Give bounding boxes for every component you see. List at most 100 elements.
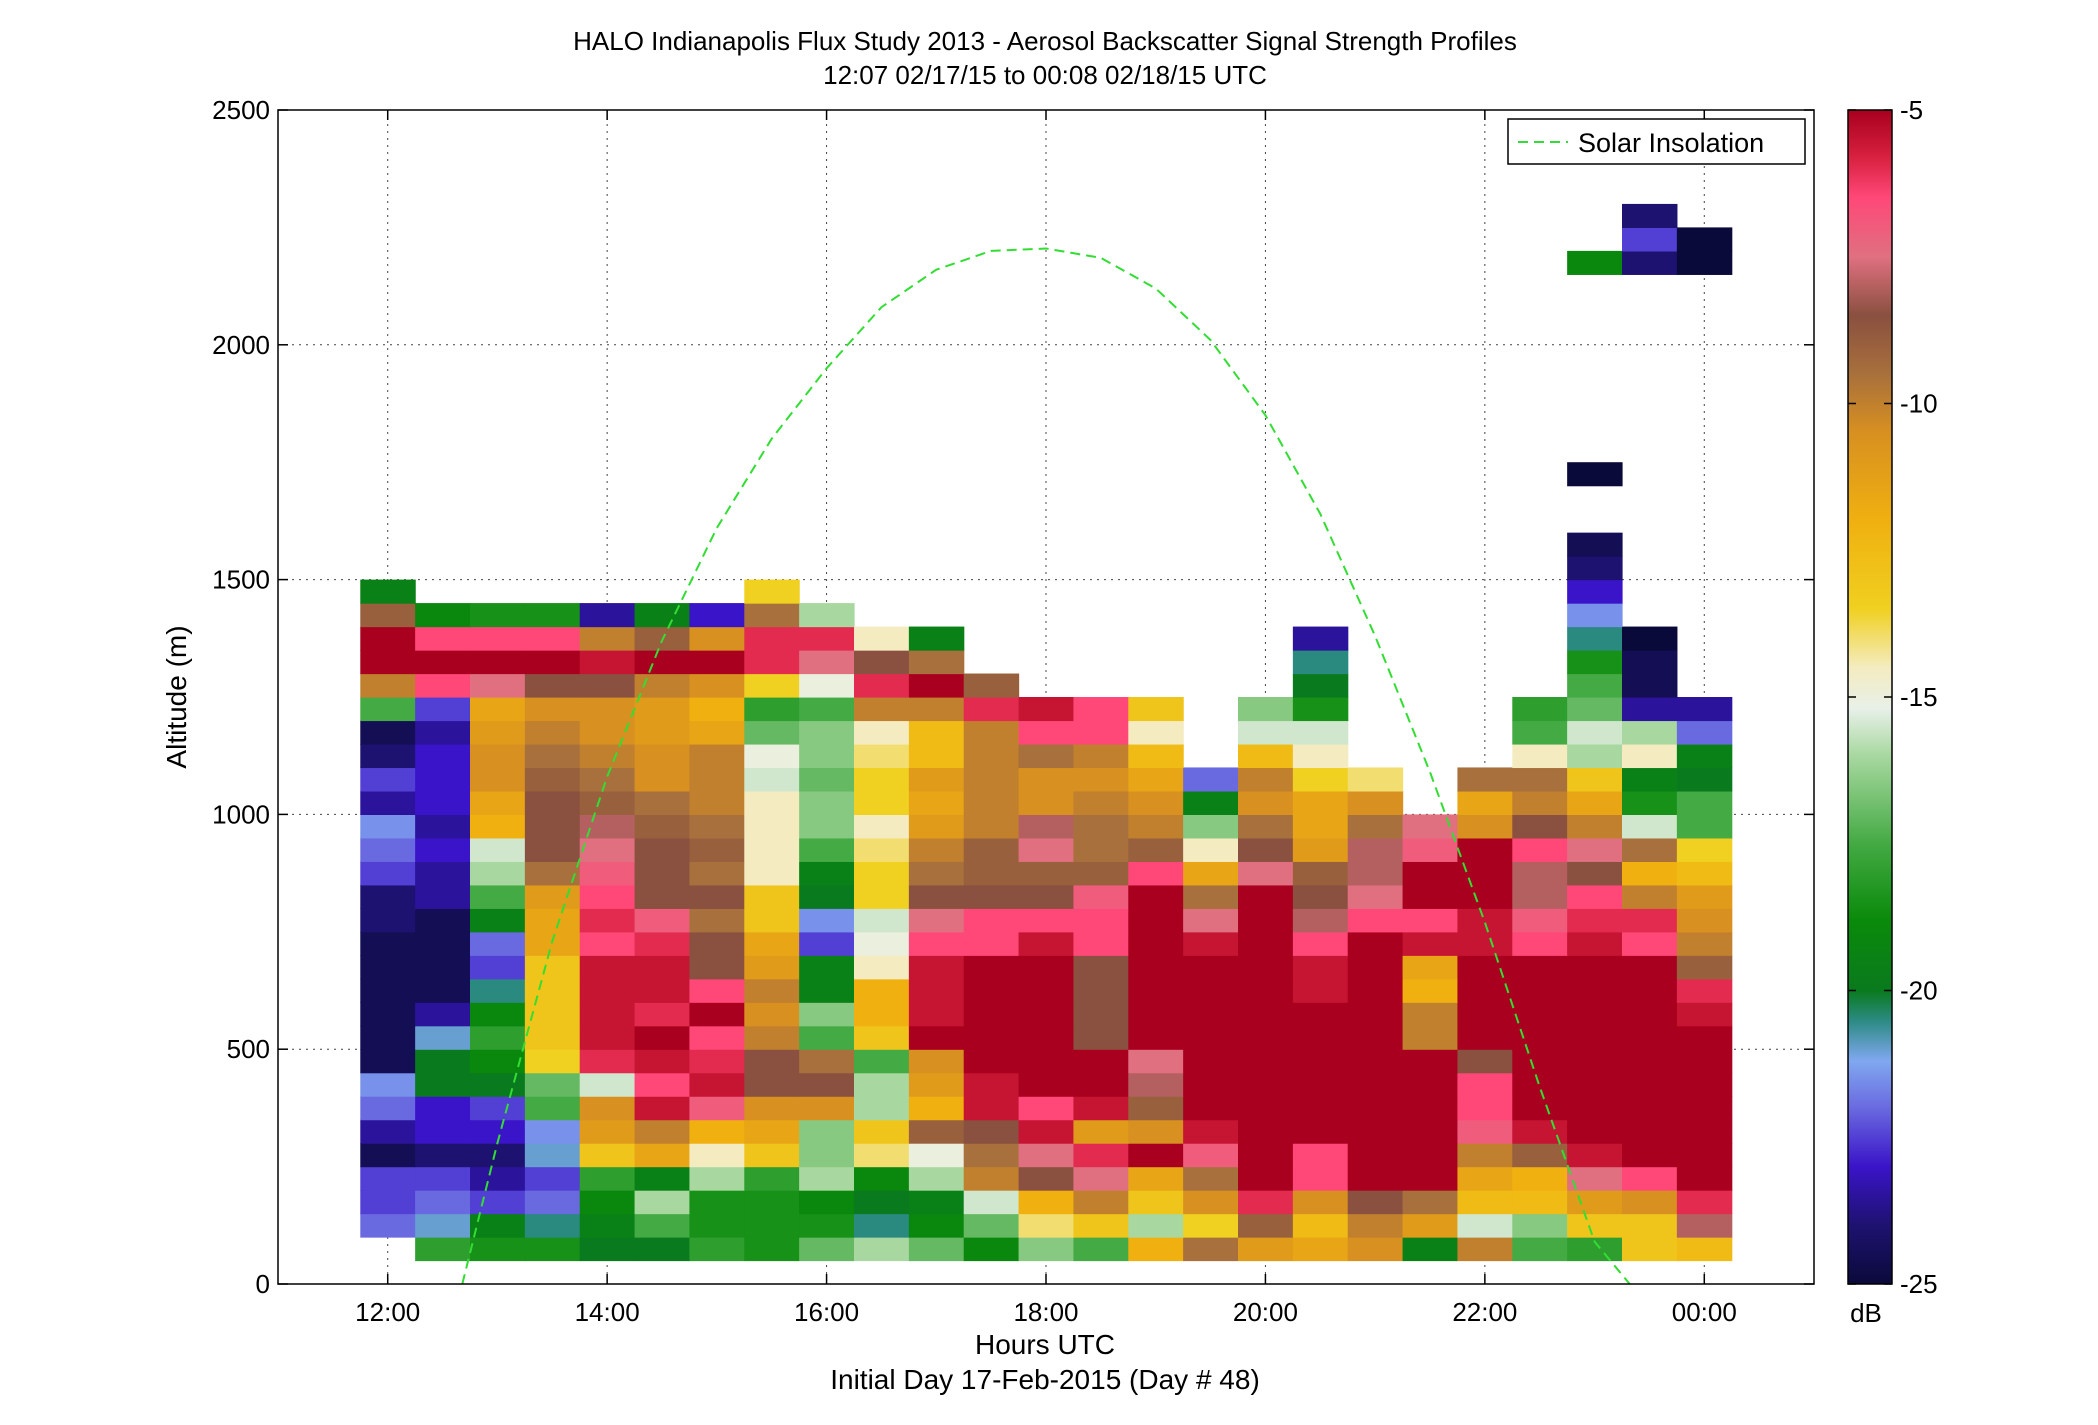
heatmap-cell xyxy=(634,931,691,956)
heatmap-cell xyxy=(1676,1096,1733,1121)
heatmap-cell xyxy=(744,1025,800,1050)
heatmap-cell xyxy=(415,650,471,675)
heatmap-cell xyxy=(415,1096,471,1121)
heatmap-cell xyxy=(854,1002,910,1027)
heatmap-cell xyxy=(1622,743,1678,769)
heatmap-cell xyxy=(1128,931,1184,956)
heatmap-cell xyxy=(1183,1143,1239,1168)
heatmap-cell xyxy=(1676,227,1733,252)
heatmap-cell xyxy=(1457,1213,1513,1238)
heatmap-cell xyxy=(415,978,471,1003)
heatmap-cell xyxy=(1292,1096,1349,1121)
heatmap-cell xyxy=(1676,978,1733,1003)
heatmap-cell xyxy=(634,650,691,675)
heatmap-cell xyxy=(744,697,800,722)
heatmap-cell xyxy=(470,790,526,815)
heatmap-cell xyxy=(524,1119,581,1144)
heatmap-cell xyxy=(470,1096,526,1121)
heatmap-cell xyxy=(1073,1213,1129,1238)
heatmap-cell xyxy=(360,1025,416,1050)
heatmap-cell xyxy=(524,884,581,909)
heatmap-cell xyxy=(1292,1002,1349,1027)
heatmap-cell xyxy=(415,790,471,815)
heatmap-cell xyxy=(1512,814,1568,839)
heatmap-cell xyxy=(1567,1166,1623,1191)
heatmap-cell xyxy=(1292,1025,1349,1050)
heatmap-cell xyxy=(1567,650,1623,675)
heatmap-cell xyxy=(524,955,581,980)
heatmap-cell xyxy=(470,1049,526,1074)
heatmap-cell xyxy=(579,1119,636,1144)
heatmap-cell xyxy=(1567,1096,1623,1121)
heatmap-cell xyxy=(579,790,636,815)
heatmap-cell xyxy=(1128,1166,1184,1191)
heatmap-cell xyxy=(579,720,636,745)
heatmap-cell xyxy=(1402,1049,1459,1074)
heatmap-cell xyxy=(470,743,526,769)
heatmap-cell xyxy=(689,1190,745,1215)
heatmap-cell xyxy=(963,1049,1020,1074)
heatmap-cell xyxy=(854,1072,910,1097)
heatmap-cell xyxy=(415,743,471,769)
heatmap-cell xyxy=(1128,861,1184,886)
heatmap-cell xyxy=(524,1025,581,1050)
heatmap-cell xyxy=(1567,556,1623,581)
heatmap-cell xyxy=(1622,790,1678,815)
heatmap-cell xyxy=(1073,1002,1129,1027)
heatmap-cell xyxy=(799,650,855,675)
heatmap-cell xyxy=(579,1025,636,1050)
heatmap-cell xyxy=(1676,1166,1733,1191)
heatmap-cell xyxy=(1567,603,1623,628)
heatmap-cell xyxy=(415,1025,471,1050)
heatmap-cell xyxy=(689,1025,745,1050)
heatmap-cell xyxy=(963,1190,1020,1215)
heatmap-cell xyxy=(1073,1143,1129,1168)
heatmap-cell xyxy=(744,837,800,862)
heatmap-cell xyxy=(1512,743,1568,769)
heatmap-cell xyxy=(360,814,416,839)
heatmap-cell xyxy=(689,1096,745,1121)
heatmap-cell xyxy=(1567,673,1623,698)
heatmap-cell xyxy=(524,1049,581,1074)
heatmap-cell xyxy=(470,931,526,956)
heatmap-cell xyxy=(1347,1096,1404,1121)
heatmap-cell xyxy=(524,814,581,839)
heatmap-cell xyxy=(1622,1072,1678,1097)
colorbar-tick-label: -10 xyxy=(1900,389,1938,419)
heatmap-cell xyxy=(963,1143,1020,1168)
heatmap-cell xyxy=(963,1072,1020,1097)
heatmap-cell xyxy=(1512,1072,1568,1097)
heatmap-cell xyxy=(470,1002,526,1027)
heatmap-cell xyxy=(415,1190,471,1215)
heatmap-cell xyxy=(1018,1213,1075,1238)
heatmap-cell xyxy=(1567,1025,1623,1050)
heatmap-cell xyxy=(799,1072,855,1097)
heatmap-cell xyxy=(1292,978,1349,1003)
heatmap-cell xyxy=(1347,1025,1404,1050)
heatmap-cell xyxy=(744,1190,800,1215)
heatmap-cell xyxy=(1238,697,1294,722)
heatmap-cell xyxy=(1128,790,1184,815)
heatmap-cell xyxy=(744,673,800,698)
heatmap-cell xyxy=(579,1049,636,1074)
heatmap-cell xyxy=(744,1072,800,1097)
heatmap-cell xyxy=(963,814,1020,839)
heatmap-cell xyxy=(524,1190,581,1215)
heatmap-cell xyxy=(1676,861,1733,886)
heatmap-cell xyxy=(470,603,526,628)
heatmap-cell xyxy=(854,1237,910,1262)
heatmap-cell xyxy=(1567,743,1623,769)
heatmap-cell xyxy=(689,908,745,933)
heatmap-cell xyxy=(1457,767,1513,792)
heatmap-cell xyxy=(470,1025,526,1050)
colorbar-tick-label: -15 xyxy=(1900,682,1938,712)
heatmap-cell xyxy=(1183,884,1239,909)
heatmap-cell xyxy=(1128,1025,1184,1050)
heatmap-cell xyxy=(1402,1143,1459,1168)
heatmap-cell xyxy=(634,1072,691,1097)
heatmap-cell xyxy=(1073,790,1129,815)
heatmap-cell xyxy=(1073,1096,1129,1121)
heatmap-cell xyxy=(1567,790,1623,815)
heatmap-cell xyxy=(579,743,636,769)
